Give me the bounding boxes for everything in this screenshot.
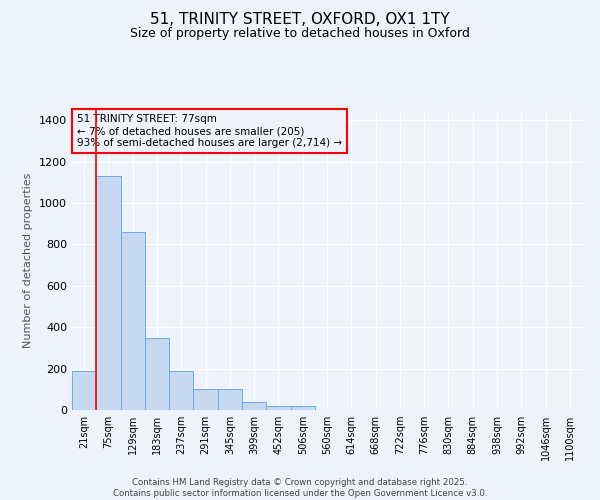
Text: 51, TRINITY STREET, OXFORD, OX1 1TY: 51, TRINITY STREET, OXFORD, OX1 1TY bbox=[150, 12, 450, 28]
Y-axis label: Number of detached properties: Number of detached properties bbox=[23, 172, 34, 348]
Bar bbox=[169, 370, 193, 410]
Bar bbox=[72, 370, 96, 410]
Bar bbox=[96, 176, 121, 410]
Bar bbox=[290, 406, 315, 410]
Bar bbox=[218, 390, 242, 410]
Text: 51 TRINITY STREET: 77sqm
← 7% of detached houses are smaller (205)
93% of semi-d: 51 TRINITY STREET: 77sqm ← 7% of detache… bbox=[77, 114, 342, 148]
Bar bbox=[121, 232, 145, 410]
Text: Contains HM Land Registry data © Crown copyright and database right 2025.
Contai: Contains HM Land Registry data © Crown c… bbox=[113, 478, 487, 498]
Bar bbox=[242, 402, 266, 410]
Text: Size of property relative to detached houses in Oxford: Size of property relative to detached ho… bbox=[130, 28, 470, 40]
Bar bbox=[266, 406, 290, 410]
Bar bbox=[145, 338, 169, 410]
Bar bbox=[193, 390, 218, 410]
